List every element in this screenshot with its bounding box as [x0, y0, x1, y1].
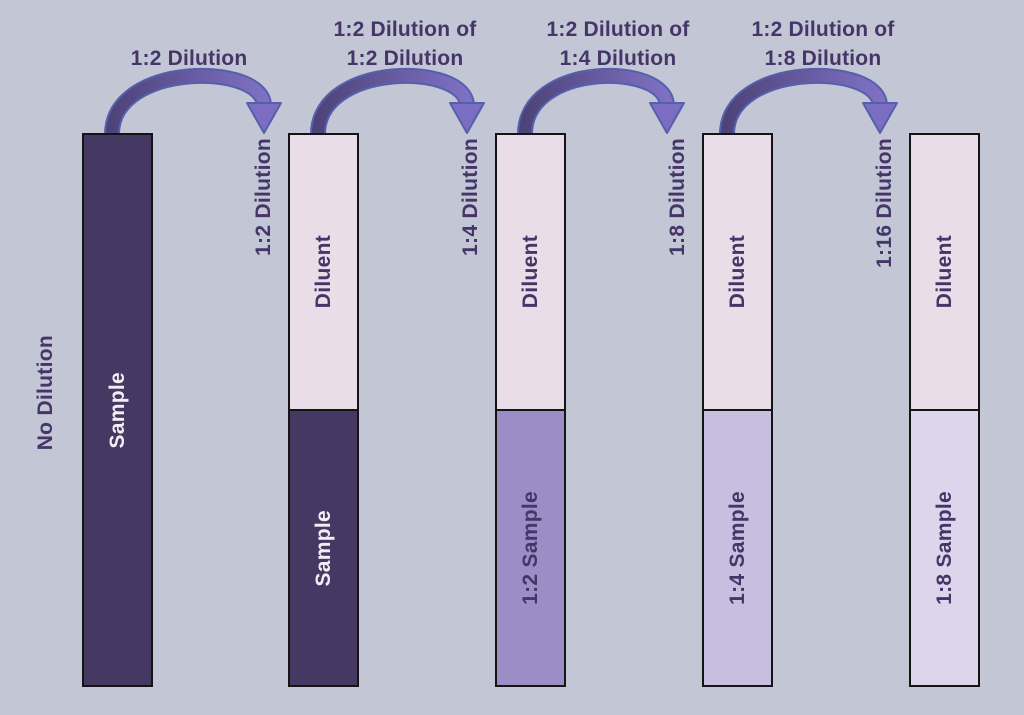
arrow-label-line: 1:8 Dilution	[764, 47, 882, 70]
tube-1: Sample	[82, 133, 153, 687]
tube-2-sample-label: Sample	[311, 509, 335, 587]
tube-3-diluent-label: Diluent	[518, 235, 542, 309]
arrow-head-icon	[649, 102, 685, 134]
tube-2-sample-section: Sample	[288, 409, 359, 687]
tube-4: Diluent 1:4 Sample	[702, 133, 773, 687]
dilution-arrow-4	[719, 67, 898, 135]
arrow-label-2: 1:2 Dilution of 1:2 Dilution	[290, 15, 520, 73]
tube-3-sample-section: 1:2 Sample	[495, 409, 566, 687]
arrow-head-icon	[449, 102, 485, 134]
tube-2: Diluent Sample	[288, 133, 359, 687]
arrow-label-line: 1:2 Dilution of	[333, 18, 477, 41]
tube-3-sample-label: 1:2 Sample	[518, 491, 542, 605]
arrow-label-4: 1:2 Dilution of 1:8 Dilution	[708, 15, 938, 73]
arrow-head-icon	[862, 102, 898, 134]
tube-2-diluent-section: Diluent	[288, 133, 359, 411]
arrow-label-line: 1:4 Dilution	[559, 47, 677, 70]
arrow-label-line: 1:2 Dilution of	[751, 18, 895, 41]
tube-5-diluent-section: Diluent	[909, 133, 980, 411]
tube-5-dilution-label: 1:16 Dilution	[873, 138, 896, 268]
tube-5-sample-section: 1:8 Sample	[909, 409, 980, 687]
tube-1-sample-label: Sample	[105, 371, 129, 449]
dilution-arrow-3	[517, 67, 685, 135]
arrow-head-icon	[246, 102, 282, 134]
tube-2-dilution-label: 1:2 Dilution	[252, 138, 275, 256]
arrow-label-line: 1:2 Dilution of	[546, 18, 690, 41]
dilution-arrow-2	[310, 67, 485, 135]
tube-4-dilution-label: 1:8 Dilution	[666, 138, 689, 256]
tube-3-diluent-section: Diluent	[495, 133, 566, 411]
tube-5-diluent-label: Diluent	[932, 235, 956, 309]
tube-2-diluent-label: Diluent	[311, 235, 335, 309]
arrow-label-line: 1:2 Dilution	[346, 47, 464, 70]
tube-4-sample-label: 1:4 Sample	[725, 491, 749, 605]
arrow-label-1: 1:2 Dilution	[74, 44, 304, 73]
tube-4-diluent-label: Diluent	[725, 235, 749, 309]
tube-4-diluent-section: Diluent	[702, 133, 773, 411]
dilution-arrow-1	[104, 67, 282, 135]
tube-1-dilution-label: No Dilution	[34, 335, 57, 451]
tube-3-dilution-label: 1:4 Dilution	[459, 138, 482, 256]
arrow-label-3: 1:2 Dilution of 1:4 Dilution	[503, 15, 733, 73]
tube-1-sample-section: Sample	[82, 133, 153, 687]
arrow-label-line: 1:2 Dilution	[130, 47, 248, 70]
tube-5: Diluent 1:8 Sample	[909, 133, 980, 687]
tube-3: Diluent 1:2 Sample	[495, 133, 566, 687]
tube-5-sample-label: 1:8 Sample	[932, 491, 956, 605]
tube-4-sample-section: 1:4 Sample	[702, 409, 773, 687]
